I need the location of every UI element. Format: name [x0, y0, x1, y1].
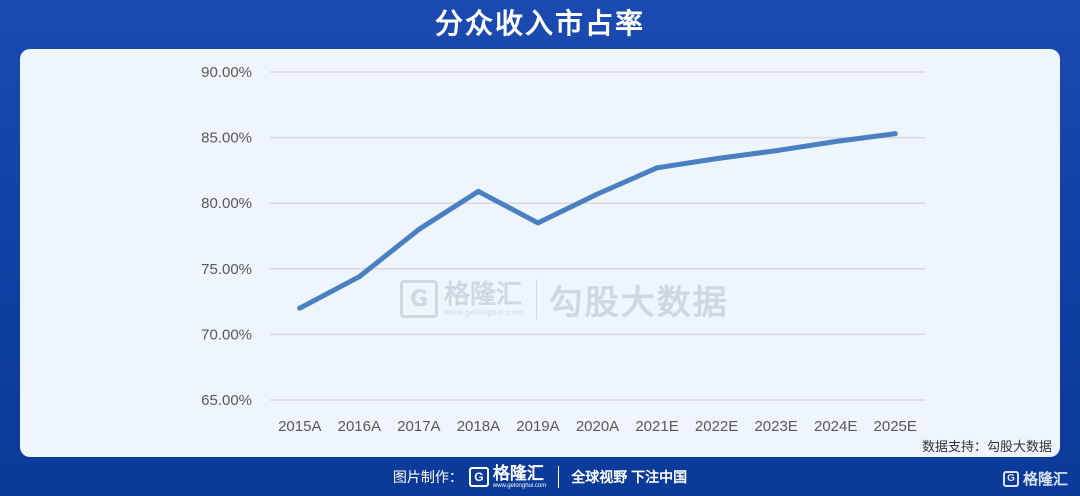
data-point	[595, 191, 600, 197]
data-point	[475, 188, 481, 194]
footer-domain: www.gelonghui.com	[492, 482, 547, 489]
footer-slogan: 全球视野 下注中国	[571, 469, 688, 485]
x-tick-label: 2025E	[874, 418, 917, 435]
y-tick-label: 85.00%	[201, 130, 252, 147]
footer-prefix: 图片制作：	[392, 469, 463, 485]
corner-brand: G 格隆汇	[1002, 468, 1068, 489]
y-tick-label: 65.00%	[201, 392, 252, 409]
x-tick-label: 2015A	[278, 418, 321, 435]
watermark: G 格隆汇 www.gelonghui.com 勾股大数据	[400, 277, 729, 322]
x-tick-label: 2021E	[635, 418, 678, 435]
x-tick-label: 2024E	[814, 418, 857, 435]
data-point	[892, 131, 898, 137]
x-tick-label: 2017A	[397, 418, 440, 435]
watermark-brand: 格隆汇	[444, 279, 523, 309]
data-point	[356, 274, 362, 280]
x-tick-label: 2020A	[576, 418, 619, 435]
x-tick-label: 2018A	[457, 418, 500, 435]
watermark-divider	[535, 279, 537, 319]
y-tick-label: 75.00%	[201, 261, 252, 278]
data-point	[773, 148, 779, 154]
data-point	[297, 305, 303, 311]
footer-divider	[558, 466, 560, 488]
line-chart: 90.00% 85.00% 80.00% 75.00% 70.00% 65.00% 2015…	[201, 64, 925, 435]
corner-brand-text: 格隆汇	[1022, 471, 1068, 488]
data-point	[654, 165, 660, 171]
y-tick-label: 90.00%	[201, 64, 252, 81]
footer: 图片制作： G 格隆汇 www.gelonghui.com 全球视野 下注中国	[0, 462, 1080, 492]
data-source: 数据支持：勾股大数据	[921, 439, 1052, 454]
x-tick-label: 2019A	[516, 418, 559, 435]
watermark-text: 勾股大数据	[548, 283, 729, 322]
gelonghui-logo-icon: G	[400, 280, 438, 318]
watermark-domain: www.gelonghui.com	[444, 308, 524, 317]
x-tick-label: 2016A	[338, 418, 381, 435]
chart-card: 90.00% 85.00% 80.00% 75.00% 70.00% 65.00% 2015…	[20, 49, 1060, 457]
footer-brand: 格隆汇	[492, 463, 544, 483]
data-point	[833, 139, 839, 145]
x-tick-label: 2022E	[695, 418, 738, 435]
footer-logo-icon: G	[468, 467, 489, 487]
data-point	[714, 156, 720, 162]
x-tick-label: 2023E	[754, 418, 797, 435]
y-tick-label: 80.00%	[201, 195, 252, 212]
corner-logo-icon: G	[1002, 470, 1019, 487]
data-point	[535, 220, 541, 226]
y-tick-label: 70.00%	[201, 326, 252, 343]
data-point	[416, 226, 422, 232]
chart-title: 分众收入市占率	[434, 8, 645, 39]
